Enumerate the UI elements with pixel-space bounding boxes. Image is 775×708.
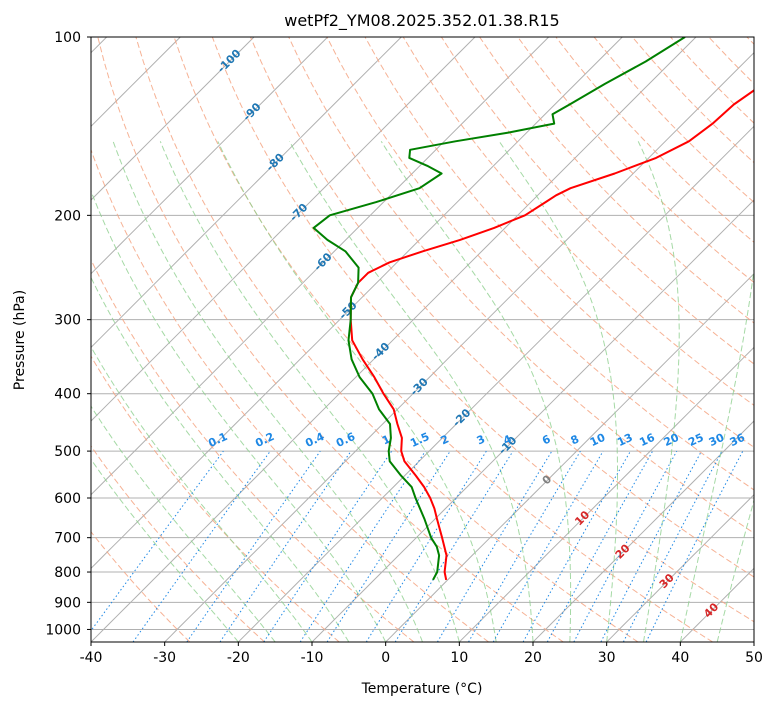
plot-frame <box>90 36 755 643</box>
moist-adiabat <box>498 141 618 642</box>
x-tick-label: -20 <box>227 650 250 666</box>
mixing-ratio-label: 20 <box>662 431 682 449</box>
mixing-ratio-line <box>645 450 744 642</box>
x-axis: -40 -30 -20 -10 0 10 20 30 40 50 <box>80 642 763 666</box>
x-tick-label: -40 <box>80 650 103 666</box>
background-reference-lines <box>91 37 754 642</box>
dry-adiabat <box>517 37 754 284</box>
isotherm-line <box>679 567 754 642</box>
mixing-ratio-line <box>522 450 631 642</box>
chart-title: wetPf2_YM08.2025.352.01.38.R15 <box>284 11 559 31</box>
x-tick-label: 10 <box>450 650 468 666</box>
dry-adiabat <box>97 37 564 642</box>
x-tick-label: -30 <box>153 650 176 666</box>
isotherm-line <box>237 125 754 642</box>
x-tick-label: 30 <box>598 650 616 666</box>
mixing-ratio-line <box>299 450 426 642</box>
y-axis: 100 200 300 400 500 600 700 800 900 1000 <box>45 30 91 638</box>
isotherm-line <box>91 37 476 422</box>
y-axis-title: Pressure (hPa) <box>12 290 28 390</box>
isotherm-line <box>311 199 754 642</box>
mixing-ratio-line <box>573 450 678 642</box>
mixing-ratio-line <box>326 450 451 642</box>
dry-adiabat <box>288 37 754 534</box>
dry-adiabat <box>173 37 713 642</box>
dry-adiabat <box>440 37 754 365</box>
dry-adiabat <box>91 355 340 642</box>
moist-adiabat <box>112 141 423 642</box>
x-tick-label: 50 <box>745 650 763 666</box>
y-tick-label: 700 <box>54 531 81 547</box>
moist-adiabat <box>91 189 387 642</box>
dry-adiabat <box>135 37 639 642</box>
y-tick-label: 100 <box>54 30 81 46</box>
dry-adiabat <box>91 531 191 642</box>
moist-adiabat <box>159 141 460 642</box>
x-tick-label: 0 <box>381 650 390 666</box>
dry-adiabat <box>326 37 754 491</box>
dry-adiabat <box>91 258 415 642</box>
y-tick-label: 600 <box>54 491 81 507</box>
moist-adiabat <box>679 265 754 642</box>
isotherm-line <box>91 37 550 496</box>
profile-layer <box>312 37 754 581</box>
mixing-ratio-label: 13 <box>615 431 634 449</box>
moist-adiabat <box>380 141 572 642</box>
mixing-ratio-label: 10 <box>588 431 608 449</box>
dry-adiabat <box>211 37 754 623</box>
mixing-ratio-line <box>186 450 321 642</box>
y-tick-label: 200 <box>54 208 81 224</box>
moist-adiabat <box>289 141 534 642</box>
mixing-ratio-line <box>91 450 224 632</box>
dry-adiabat <box>402 37 754 406</box>
moist-adiabat <box>91 276 350 642</box>
moist-adiabat <box>637 141 680 642</box>
isotherm-line <box>91 37 623 570</box>
y-tick-label: 400 <box>54 387 81 403</box>
x-tick-label: -10 <box>301 650 324 666</box>
mixing-ratio-line <box>394 450 514 642</box>
dewpoint-profile-line <box>312 37 686 581</box>
y-tick-label: 300 <box>54 313 81 329</box>
mixing-ratio-label: 36 <box>728 431 748 449</box>
y-tick-label: 500 <box>54 444 81 460</box>
mixing-ratio-label: 16 <box>637 431 657 449</box>
y-tick-label: 1000 <box>45 622 81 638</box>
moist-adiabat <box>91 345 313 642</box>
mixing-ratio-line <box>219 450 352 642</box>
moist-adiabat <box>716 498 754 642</box>
x-axis-title: Temperature (°C) <box>361 681 483 697</box>
isotherm-line <box>164 51 754 642</box>
y-tick-label: 800 <box>54 565 81 581</box>
dry-adiabat <box>250 37 754 578</box>
mixing-ratio-line <box>546 450 654 642</box>
isotherm-line <box>458 346 754 642</box>
isotherm-line <box>385 272 754 642</box>
dry-adiabat <box>91 148 489 642</box>
mixing-ratio-label: 30 <box>707 431 727 449</box>
isotherm-line <box>532 420 754 642</box>
y-tick-label: 900 <box>54 595 81 611</box>
moist-adiabat <box>217 141 497 642</box>
mixing-ratio-line <box>263 450 393 642</box>
x-tick-label: 40 <box>671 650 689 666</box>
mixing-ratio-label: 25 <box>686 431 705 449</box>
mixing-ratio-line <box>132 450 271 642</box>
dry-adiabat <box>91 445 265 642</box>
isotherm-line <box>91 37 402 349</box>
x-tick-label: 20 <box>524 650 542 666</box>
